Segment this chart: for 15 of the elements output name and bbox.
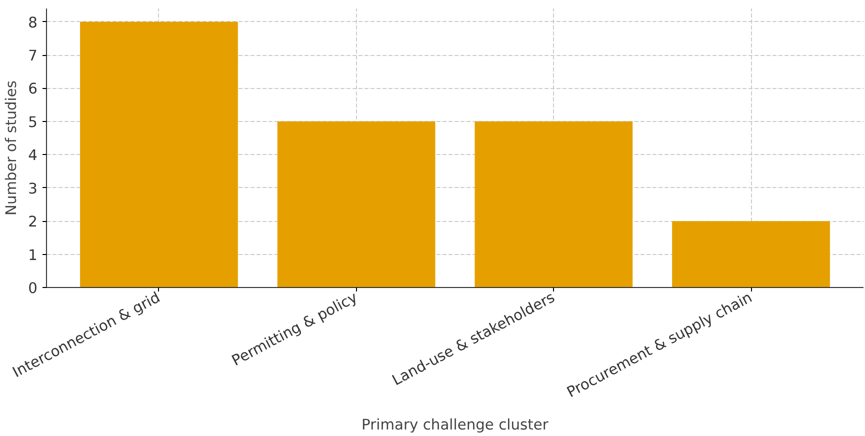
bar: [474, 121, 633, 288]
bar: [80, 22, 238, 288]
y-tick-label: 7: [28, 48, 38, 64]
y-tick-label: 3: [28, 180, 38, 198]
y-axis-title: Number of studies: [3, 80, 20, 216]
bar: [277, 121, 436, 288]
y-tick-label: 6: [28, 80, 38, 98]
y-tick-label: 1: [28, 246, 38, 264]
y-tick-label: 4: [28, 147, 38, 164]
x-axis-title: Primary challenge cluster: [362, 416, 550, 434]
y-tick-label: 8: [28, 14, 38, 32]
bar: [672, 221, 830, 288]
y-tick-label: 0: [28, 280, 38, 297]
y-tick-label: 5: [28, 114, 38, 131]
y-tick-label: 2: [28, 214, 38, 231]
